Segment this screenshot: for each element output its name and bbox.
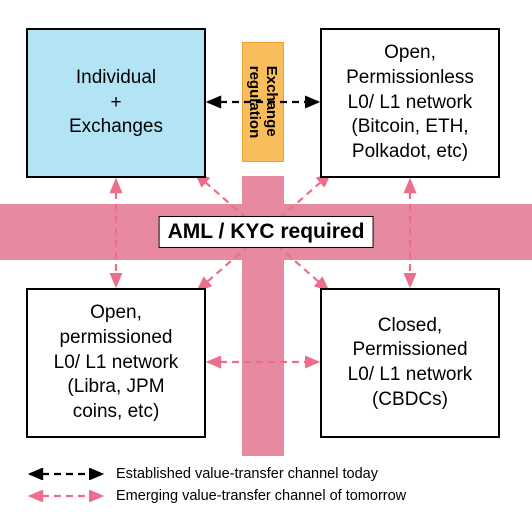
node-open-permissionless: Open,PermissionlessL0/ L1 network(Bitcoi…	[320, 28, 500, 178]
legend-line-established	[26, 468, 106, 480]
legend-label: Emerging value-transfer channel of tomor…	[116, 488, 406, 504]
legend-label: Established value-transfer channel today	[116, 466, 378, 482]
aml-label-container: AML / KYC required	[0, 204, 532, 260]
node-label: Open,permissionedL0/ L1 network(Libra, J…	[54, 301, 179, 424]
legend-item-established: Established value-transfer channel today	[26, 466, 378, 482]
node-label: Individual+Exchanges	[69, 66, 163, 140]
node-label: Open,PermissionlessL0/ L1 network(Bitcoi…	[346, 41, 474, 164]
node-open-permissioned: Open,permissionedL0/ L1 network(Libra, J…	[26, 288, 206, 438]
aml-kyc-label: AML / KYC required	[159, 216, 374, 248]
exchange-regulation-label: Exchangeregulation	[246, 66, 280, 139]
node-label: Closed,PermissionedL0/ L1 network(CBDCs)	[348, 314, 473, 413]
legend-item-emerging: Emerging value-transfer channel of tomor…	[26, 488, 406, 504]
diagram-canvas: Exchangeregulation Individual+Exchanges …	[0, 0, 532, 514]
exchange-regulation-band: Exchangeregulation	[242, 42, 284, 162]
node-individual-exchanges: Individual+Exchanges	[26, 28, 206, 178]
legend-line-emerging	[26, 490, 106, 502]
node-closed-permissioned: Closed,PermissionedL0/ L1 network(CBDCs)	[320, 288, 500, 438]
